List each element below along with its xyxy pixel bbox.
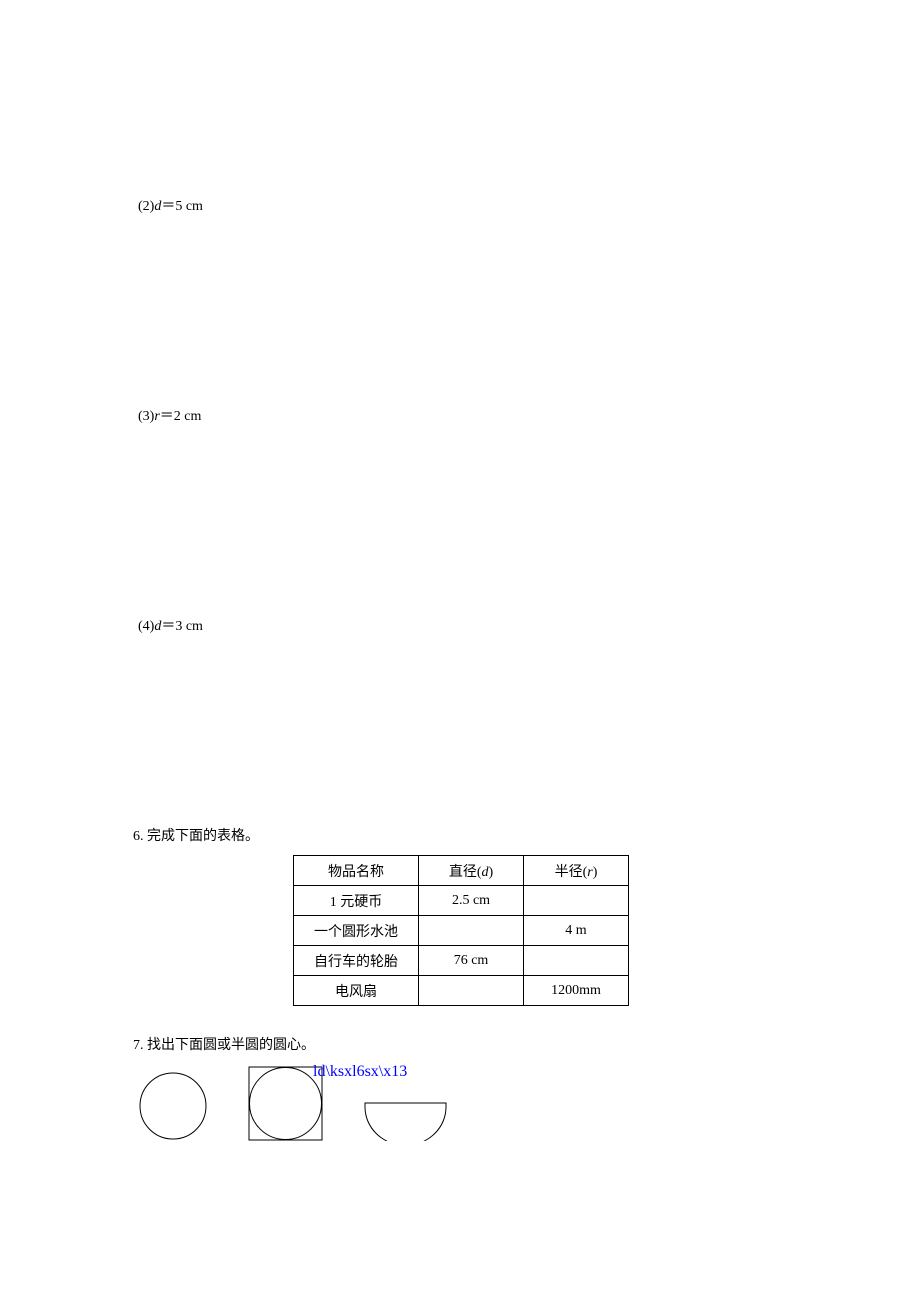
cell-radius xyxy=(524,946,629,976)
table-row: 1 元硬币 2.5 cm xyxy=(294,886,629,916)
header-item-name: 物品名称 xyxy=(294,856,419,886)
problem-3-num: (3) xyxy=(138,409,154,424)
circle-shape xyxy=(138,1071,208,1141)
header-radius: 半径(r) xyxy=(524,856,629,886)
table-header-row: 物品名称 直径(d) 半径(r) xyxy=(294,856,629,886)
cell-radius xyxy=(524,886,629,916)
problem-3: (3)r＝2 cm xyxy=(138,405,838,425)
cell-diameter xyxy=(419,976,524,1006)
cell-radius: 1200mm xyxy=(524,976,629,1006)
cell-name: 自行车的轮胎 xyxy=(294,946,419,976)
table-row: 电风扇 1200mm xyxy=(294,976,629,1006)
cell-name: 电风扇 xyxy=(294,976,419,1006)
problem-2-num: (2) xyxy=(138,199,154,214)
question-6: 6. 完成下面的表格。 物品名称 直径(d) 半径(r) 1 元硬币 2.5 c… xyxy=(138,825,838,1006)
problem-2-val: ＝5 cm xyxy=(161,199,203,214)
cell-diameter xyxy=(419,916,524,946)
cell-radius: 4 m xyxy=(524,916,629,946)
cell-diameter: 76 cm xyxy=(419,946,524,976)
problem-4-num: (4) xyxy=(138,619,154,634)
shapes-row: ld\ksxl6sx\x13 xyxy=(138,1066,838,1141)
semicircle-shape xyxy=(363,1101,448,1141)
q7-title: 7. 找出下面圆或半圆的圆心。 xyxy=(133,1034,838,1054)
cell-diameter: 2.5 cm xyxy=(419,886,524,916)
question-7: 7. 找出下面圆或半圆的圆心。 ld\ksxl6sx\x13 xyxy=(138,1034,838,1141)
problem-2: (2)d＝5 cm xyxy=(138,195,838,215)
problem-3-val: ＝2 cm xyxy=(160,409,202,424)
table-row: 自行车的轮胎 76 cm xyxy=(294,946,629,976)
header-diameter: 直径(d) xyxy=(419,856,524,886)
cell-name: 1 元硬币 xyxy=(294,886,419,916)
table-row: 一个圆形水池 4 m xyxy=(294,916,629,946)
q6-title: 6. 完成下面的表格。 xyxy=(133,825,838,845)
square-with-circle-shape xyxy=(248,1066,323,1141)
problem-4: (4)d＝3 cm xyxy=(138,615,838,635)
problem-4-val: ＝3 cm xyxy=(161,619,203,634)
path-text: ld\ksxl6sx\x13 xyxy=(313,1063,407,1081)
cell-name: 一个圆形水池 xyxy=(294,916,419,946)
q6-table: 物品名称 直径(d) 半径(r) 1 元硬币 2.5 cm 一个圆形水池 4 m… xyxy=(293,855,629,1006)
